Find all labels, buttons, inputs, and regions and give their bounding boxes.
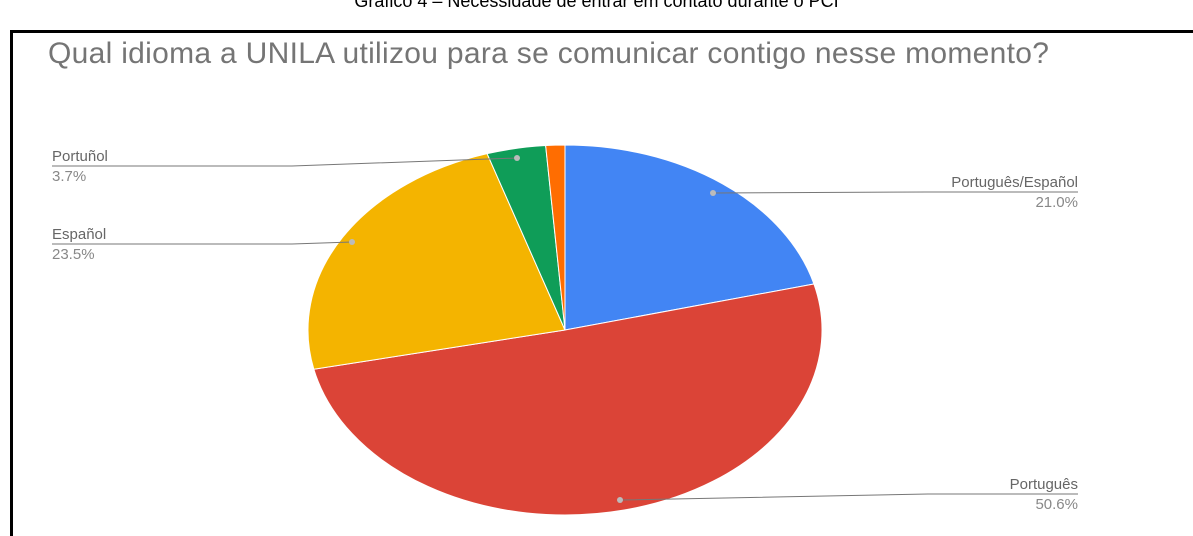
leader-dot bbox=[710, 190, 716, 196]
chart-title: Qual idioma a UNILA utilizou para se com… bbox=[48, 37, 1050, 70]
slice-label: Português bbox=[1010, 476, 1078, 493]
slice-label: Português/Español bbox=[951, 174, 1078, 191]
slice-label: Español bbox=[52, 226, 106, 243]
chart-frame bbox=[10, 30, 1193, 536]
slice-value-label: 50.6% bbox=[1035, 496, 1078, 513]
leader-line bbox=[712, 191, 1078, 194]
leader-line bbox=[619, 493, 1078, 501]
leader-dot bbox=[617, 497, 623, 503]
leader-dot bbox=[514, 155, 520, 161]
slice-value-label: 21.0% bbox=[1035, 194, 1078, 211]
figure-caption: Gráfico 4 – Necessidade de entrar em con… bbox=[354, 0, 839, 11]
slice-value-label: 3.7% bbox=[52, 168, 86, 185]
leader-line bbox=[52, 157, 518, 167]
pie-slice bbox=[307, 153, 566, 370]
pie-slice bbox=[313, 283, 823, 516]
pie-slice bbox=[545, 144, 566, 331]
pie-slice bbox=[564, 144, 815, 331]
leader-line bbox=[52, 241, 353, 245]
slice-label: Portuñol bbox=[52, 148, 108, 165]
slice-value-label: 23.5% bbox=[52, 246, 95, 263]
leader-dot bbox=[349, 239, 355, 245]
